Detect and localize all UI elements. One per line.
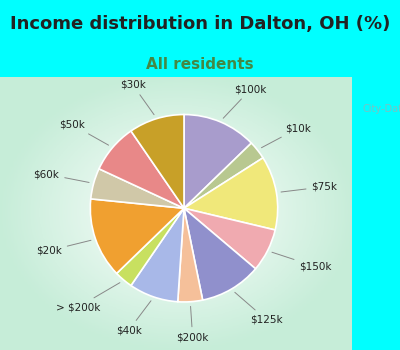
Text: $10k: $10k [262, 123, 311, 148]
Wedge shape [117, 208, 184, 286]
Text: $30k: $30k [120, 80, 154, 115]
Text: Income distribution in Dalton, OH (%): Income distribution in Dalton, OH (%) [10, 15, 390, 33]
Text: $100k: $100k [223, 84, 267, 118]
Wedge shape [178, 208, 203, 302]
Wedge shape [99, 131, 184, 208]
Text: $150k: $150k [272, 252, 332, 272]
Wedge shape [184, 114, 251, 208]
Text: City-Data.com: City-Data.com [362, 104, 400, 113]
Text: $75k: $75k [281, 182, 338, 192]
Text: $50k: $50k [59, 120, 108, 145]
Wedge shape [91, 169, 184, 208]
Text: $20k: $20k [36, 240, 91, 256]
Wedge shape [131, 208, 184, 302]
Wedge shape [184, 208, 256, 300]
Wedge shape [184, 208, 275, 269]
Text: $125k: $125k [235, 292, 282, 324]
Text: $40k: $40k [116, 301, 151, 335]
Wedge shape [90, 199, 184, 273]
Text: > $200k: > $200k [56, 283, 120, 312]
Text: $200k: $200k [176, 306, 209, 342]
Wedge shape [131, 114, 184, 208]
Wedge shape [184, 158, 278, 230]
Text: $60k: $60k [33, 169, 89, 182]
Text: All residents: All residents [146, 57, 254, 72]
Wedge shape [184, 143, 263, 208]
